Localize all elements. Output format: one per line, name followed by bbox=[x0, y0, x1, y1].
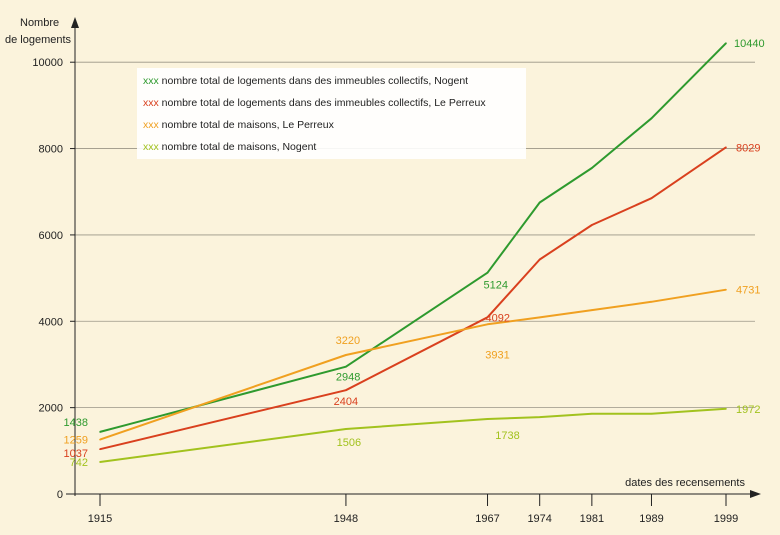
legend-box bbox=[137, 68, 526, 159]
data-point bbox=[345, 428, 347, 430]
legend-item-2: xxx nombre total de maisons, Le Perreux bbox=[143, 119, 335, 131]
legend-label: nombre total de maisons, Nogent bbox=[159, 141, 317, 153]
data-point bbox=[486, 418, 489, 420]
data-point bbox=[650, 197, 653, 200]
data-point bbox=[345, 365, 347, 368]
data-label: 2404 bbox=[334, 396, 358, 408]
y-tick-label: 8000 bbox=[39, 144, 63, 156]
x-axis-label: dates des recensements bbox=[625, 477, 745, 489]
data-point bbox=[725, 42, 727, 45]
legend-item-0: xxx nombre total de logements dans des i… bbox=[143, 75, 468, 87]
data-label: 3931 bbox=[485, 349, 509, 361]
y-axis-label-line-1: Nombre bbox=[20, 17, 59, 29]
data-label: 1438 bbox=[64, 417, 88, 429]
y-axis-label-line-2: de logements bbox=[5, 34, 72, 46]
data-point bbox=[486, 323, 489, 326]
data-label: 4731 bbox=[736, 285, 760, 297]
y-tick-label: 2000 bbox=[39, 403, 63, 415]
data-point bbox=[650, 301, 653, 303]
x-tick-label: 1999 bbox=[714, 513, 738, 525]
data-point bbox=[486, 316, 489, 319]
data-point bbox=[486, 271, 489, 274]
data-point bbox=[725, 146, 727, 149]
data-point bbox=[725, 288, 727, 291]
data-point bbox=[538, 416, 541, 418]
x-tick-label: 1974 bbox=[527, 513, 551, 525]
data-point bbox=[345, 389, 347, 391]
data-point bbox=[99, 431, 101, 433]
legend-marker: xxx bbox=[143, 119, 160, 131]
data-point bbox=[99, 438, 101, 441]
data-label: 2948 bbox=[336, 372, 360, 384]
data-labels: 1438 2948 5124 10440 1037 2404 4092 8029 1259 322… bbox=[64, 38, 765, 469]
data-label: 742 bbox=[70, 457, 88, 469]
y-tick-label: 0 bbox=[57, 489, 63, 501]
series-lines bbox=[99, 42, 727, 463]
x-axis-arrow bbox=[750, 490, 761, 498]
x-tick-label: 1967 bbox=[475, 513, 499, 525]
data-label: 1259 bbox=[64, 435, 88, 447]
data-label: 8029 bbox=[736, 142, 760, 154]
data-label: 10440 bbox=[734, 38, 765, 50]
x-ticks: 1915 1948 1967 1974 1981 1989 1999 bbox=[88, 494, 738, 525]
data-label: 1738 bbox=[495, 430, 519, 442]
data-point bbox=[538, 258, 541, 261]
data-point bbox=[99, 461, 101, 463]
data-label: 3220 bbox=[336, 335, 360, 347]
data-point bbox=[538, 316, 541, 319]
data-point bbox=[591, 167, 593, 169]
data-label: 1506 bbox=[337, 437, 361, 449]
x-tick-label: 1948 bbox=[334, 513, 358, 525]
x-tick-label: 1981 bbox=[580, 513, 604, 525]
data-point bbox=[650, 117, 653, 120]
data-point bbox=[345, 354, 347, 356]
legend: xxx nombre total de logements dans des i… bbox=[137, 68, 526, 159]
legend-item-1: xxx nombre total de logements dans des i… bbox=[143, 97, 486, 109]
legend-label: nombre total de maisons, Le Perreux bbox=[159, 119, 335, 131]
data-point bbox=[591, 224, 593, 226]
x-tick-label: 1915 bbox=[88, 513, 112, 525]
data-point bbox=[591, 412, 593, 415]
y-tick-label: 10000 bbox=[32, 57, 63, 69]
y-ticks: 0 2000 4000 6000 8000 10000 bbox=[32, 57, 75, 501]
data-point bbox=[538, 201, 541, 204]
data-point bbox=[650, 412, 653, 415]
legend-label: nombre total de logements dans des immeu… bbox=[159, 97, 487, 109]
legend-label: nombre total de logements dans des immeu… bbox=[159, 75, 468, 87]
y-tick-label: 4000 bbox=[39, 316, 63, 328]
y-axis-arrow bbox=[71, 17, 79, 28]
axes bbox=[66, 17, 761, 498]
y-tick-label: 6000 bbox=[39, 230, 63, 242]
data-point bbox=[591, 309, 593, 311]
legend-marker: xxx bbox=[143, 97, 160, 109]
legend-item-3: xxx nombre total de maisons, Nogent bbox=[143, 141, 316, 153]
legend-marker: xxx bbox=[143, 141, 160, 153]
data-label: 4092 bbox=[486, 312, 510, 324]
data-point bbox=[725, 408, 727, 410]
legend-marker: xxx bbox=[143, 75, 160, 87]
x-tick-label: 1989 bbox=[639, 513, 663, 525]
data-point bbox=[99, 448, 101, 451]
data-label: 1972 bbox=[736, 404, 760, 416]
data-label: 1037 bbox=[64, 448, 88, 460]
data-label: 5124 bbox=[484, 280, 508, 292]
